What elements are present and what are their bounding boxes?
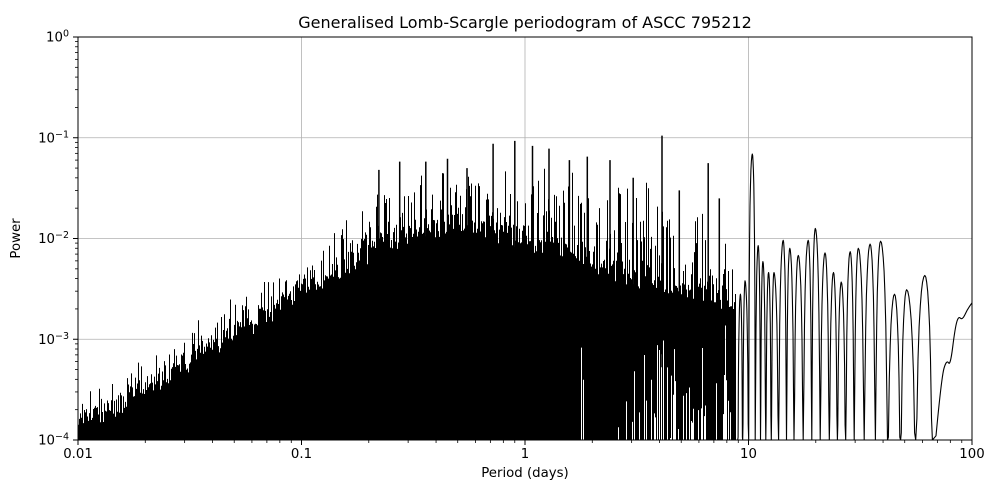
dense-signal-path [78, 168, 736, 440]
resolved-lobes-path [737, 153, 973, 441]
x-tick-label: 1 [521, 447, 529, 462]
x-tick-label: 100 [959, 447, 984, 462]
x-axis-label: Period (days) [481, 466, 568, 481]
y-tick-label: 100 [46, 29, 69, 46]
x-tick-label: 0.1 [291, 447, 312, 462]
y-axis-label: Power [9, 218, 24, 259]
x-tick-label: 0.01 [63, 447, 93, 462]
plot-border [77, 36, 973, 441]
y-tick-label: 10−3 [38, 331, 69, 348]
prominent-peaks-path [378, 135, 721, 440]
chart-title: Generalised Lomb-Scargle periodogram of … [298, 13, 752, 32]
x-tick-label: 10 [740, 447, 757, 462]
y-tick-label: 10−4 [38, 432, 69, 449]
tick-labels: 0.01 0.1 1 10 100 100 10−1 10−2 10−3 10−4 [38, 29, 985, 463]
y-tick-label: 10−1 [38, 129, 69, 146]
y-tick-label: 10−2 [38, 230, 69, 247]
